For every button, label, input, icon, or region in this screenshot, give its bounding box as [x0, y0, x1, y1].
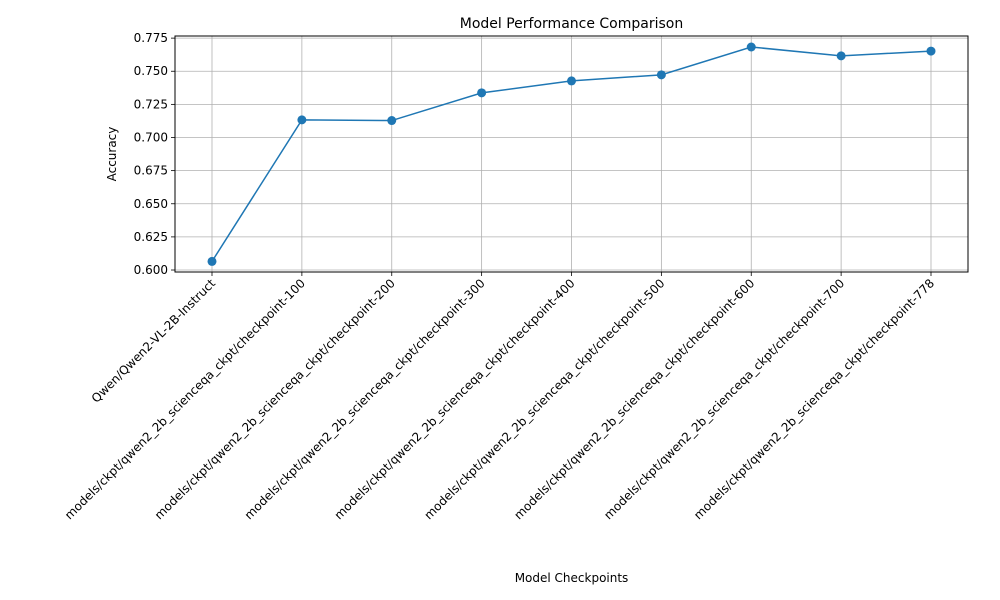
data-point: [387, 116, 397, 126]
data-point: [297, 115, 307, 125]
y-axis-label: Accuracy: [105, 127, 119, 182]
y-tick-label: 0.625: [134, 230, 168, 244]
data-points: [207, 42, 936, 266]
chart-title: Model Performance Comparison: [460, 16, 683, 32]
y-tick-label: 0.750: [134, 64, 168, 78]
y-tick-label: 0.675: [134, 164, 168, 178]
grid: [175, 36, 968, 272]
x-axis-label: Model Checkpoints: [515, 571, 629, 585]
data-point: [836, 51, 846, 61]
y-tick-label: 0.650: [134, 197, 168, 211]
data-point: [477, 88, 487, 98]
data-point: [746, 42, 756, 52]
data-point: [207, 256, 217, 266]
y-tick-label: 0.775: [134, 31, 168, 45]
data-point: [567, 76, 576, 86]
data-point: [656, 70, 666, 80]
x-axis-ticks: Qwen/Qwen2-VL-2B-Instructmodels/ckpt/qwe…: [62, 272, 937, 522]
y-tick-label: 0.725: [134, 97, 168, 111]
y-tick-label: 0.700: [134, 131, 168, 145]
y-axis-ticks: 0.600 0.625 0.650 0.675 0.700 0.725 0.750 0.775: [134, 31, 175, 277]
y-tick-label: 0.600: [134, 263, 168, 277]
data-point: [926, 46, 936, 56]
